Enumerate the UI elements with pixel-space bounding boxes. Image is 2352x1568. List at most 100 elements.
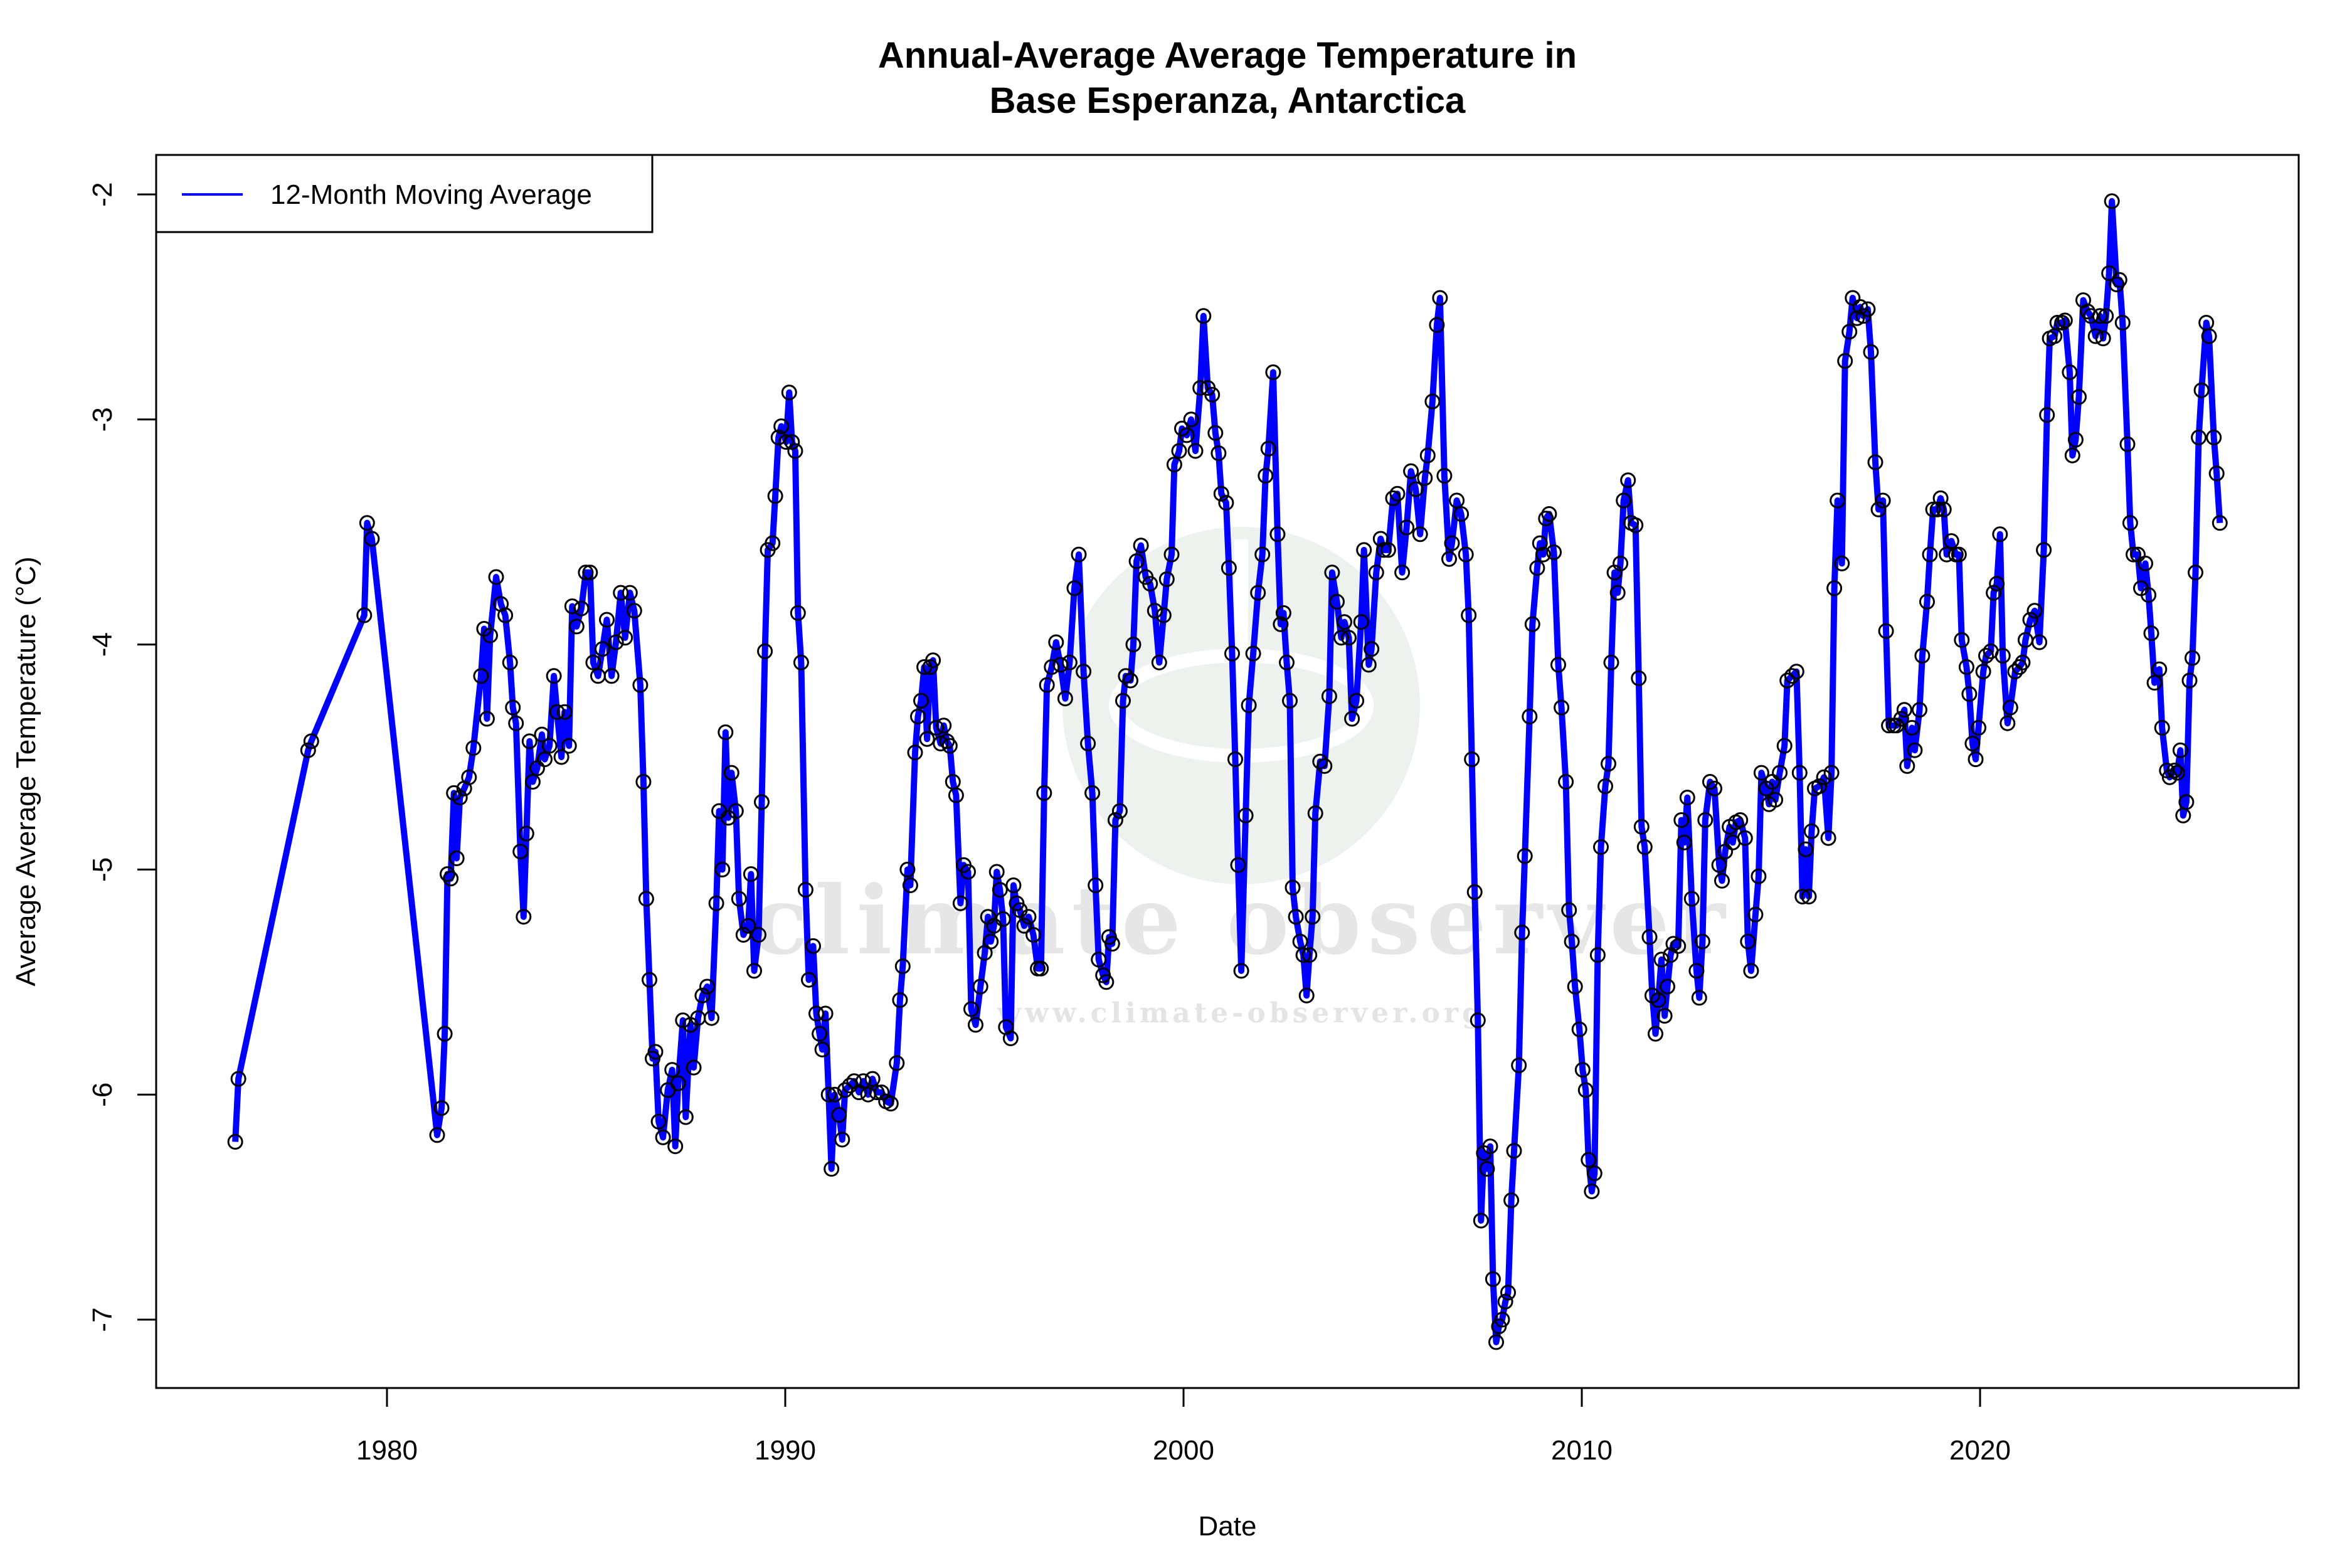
data-point xyxy=(1245,645,1261,662)
data-point xyxy=(664,1062,681,1078)
data-point xyxy=(1656,1008,1673,1024)
data-point xyxy=(743,866,759,882)
data-point xyxy=(1080,736,1096,751)
data-point xyxy=(1066,580,1083,596)
data-point xyxy=(1589,947,1606,963)
data-point xyxy=(1697,812,1714,828)
data-point xyxy=(2064,447,2080,464)
data-point xyxy=(1071,546,1087,563)
data-point xyxy=(1479,1161,1495,1177)
data-point xyxy=(1419,447,1436,464)
data-point xyxy=(1221,560,1237,576)
data-point xyxy=(894,958,911,975)
data-point xyxy=(963,1001,979,1017)
data-point xyxy=(751,927,766,943)
data-point xyxy=(2026,603,2043,619)
data-point xyxy=(1142,576,1158,592)
data-point xyxy=(718,724,734,740)
data-point xyxy=(521,733,538,750)
data-point xyxy=(1711,857,1727,873)
data-point xyxy=(1975,664,1991,680)
data-point xyxy=(814,1041,830,1057)
data-point xyxy=(1896,702,1912,718)
x-tick-label: 1990 xyxy=(755,1435,816,1466)
data-point xyxy=(1088,877,1104,893)
data-point xyxy=(1613,555,1629,571)
data-point xyxy=(784,434,800,450)
data-point xyxy=(1971,719,1986,736)
data-point xyxy=(1403,463,1419,479)
data-point xyxy=(1230,857,1246,873)
data-point xyxy=(1609,585,1626,601)
data-point xyxy=(1564,933,1580,950)
data-point xyxy=(907,744,923,761)
data-point xyxy=(473,668,489,684)
data-point xyxy=(2022,612,2038,628)
data-point xyxy=(1282,692,1298,709)
data-point xyxy=(1273,616,1289,632)
data-point xyxy=(1679,790,1695,806)
data-point xyxy=(1179,427,1195,443)
data-point xyxy=(2159,763,2175,778)
data-point xyxy=(1104,936,1120,952)
data-point xyxy=(1044,659,1060,675)
data-point xyxy=(2141,587,2157,603)
data-point xyxy=(1743,963,1759,979)
data-point xyxy=(1158,571,1175,587)
data-point xyxy=(1207,425,1224,441)
data-point xyxy=(1694,933,1710,950)
data-point xyxy=(797,882,813,898)
data-point xyxy=(667,1138,684,1155)
data-point xyxy=(642,972,657,988)
data-point xyxy=(1321,688,1337,704)
data-point xyxy=(1914,648,1931,664)
data-point xyxy=(1529,560,1545,576)
data-point xyxy=(770,430,787,445)
data-point xyxy=(1407,481,1424,497)
data-point xyxy=(1128,553,1145,569)
data-point xyxy=(808,1005,824,1022)
data-point xyxy=(856,1073,871,1089)
data-point xyxy=(1091,951,1107,968)
data-point xyxy=(2049,315,2065,331)
data-point xyxy=(537,751,553,768)
data-point xyxy=(599,612,615,628)
data-point xyxy=(1532,535,1548,551)
data-point xyxy=(359,515,375,531)
data-point xyxy=(2098,308,2114,324)
data-point xyxy=(1597,778,1613,795)
data-point xyxy=(1494,1311,1510,1328)
data-point xyxy=(1399,519,1415,536)
data-point xyxy=(2206,430,2222,445)
data-point xyxy=(1964,736,1981,751)
data-point xyxy=(1111,803,1128,819)
data-point xyxy=(812,1025,828,1042)
data-point xyxy=(1279,654,1295,670)
data-point xyxy=(2143,625,2159,642)
data-point xyxy=(1337,614,1352,630)
data-point xyxy=(1233,963,1249,979)
data-point xyxy=(1341,630,1357,646)
data-point xyxy=(534,726,550,743)
data-point xyxy=(638,891,654,907)
data-point xyxy=(757,643,773,659)
data-point xyxy=(1798,841,1814,857)
data-point xyxy=(2057,312,2073,329)
y-axis: -2 -3 -4 -5 -6 -7 xyxy=(87,182,157,1332)
data-point xyxy=(831,1107,847,1123)
data-point xyxy=(1801,889,1817,904)
data-point xyxy=(1958,659,1974,675)
data-point xyxy=(1550,657,1566,673)
data-point xyxy=(922,659,938,675)
data-point xyxy=(1989,576,2005,592)
data-point xyxy=(1826,580,1843,596)
data-point xyxy=(1881,718,1897,734)
data-point xyxy=(874,1084,890,1101)
data-point xyxy=(1751,868,1767,884)
data-point xyxy=(1265,364,1281,380)
data-point xyxy=(1187,443,1204,459)
data-point xyxy=(502,654,518,670)
data-point xyxy=(1992,526,2008,543)
data-point xyxy=(1932,490,1949,506)
series-line xyxy=(232,198,2223,1345)
